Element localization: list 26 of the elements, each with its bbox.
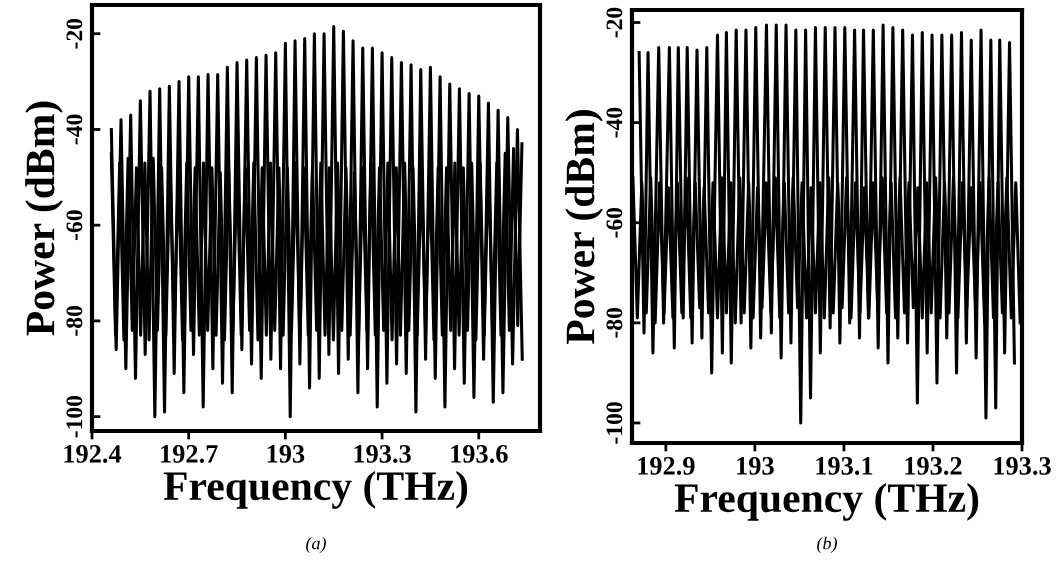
- text: (b): [817, 536, 837, 553]
- y-tick-label: -60: [66, 210, 83, 241]
- y-tick-label: -100: [66, 395, 83, 438]
- x-tick-label: 193: [737, 457, 774, 475]
- x-tick-label: 192.7: [161, 445, 218, 463]
- y-tick-label: -100: [606, 402, 623, 444]
- y-tick-label: -40: [66, 114, 83, 145]
- x-tick-label: 193.1: [816, 457, 873, 475]
- y-axis-title: Power (dBm): [25, 101, 63, 336]
- x-tick-label: 193.2: [905, 457, 962, 475]
- y-tick-label: -60: [606, 207, 623, 238]
- x-axis-title: Frequency (THz): [674, 482, 979, 521]
- y-tick-label: -20: [606, 7, 623, 38]
- x-tick-label: 192.9: [638, 457, 695, 475]
- x-tick-label: 193.3: [354, 445, 411, 463]
- x-axis-title: Frequency (THz): [163, 470, 468, 509]
- text: (a): [306, 536, 326, 553]
- x-tick-label: 193: [267, 445, 305, 463]
- x-tick-label: 193.6: [451, 445, 508, 463]
- y-tick-label: -80: [606, 308, 623, 338]
- y-tick-label: -40: [606, 107, 623, 138]
- x-tick-label: 193.3: [994, 457, 1051, 475]
- y-axis-title: Power (dBm): [565, 110, 603, 345]
- y-tick-label: -20: [66, 18, 83, 49]
- x-tick-label: 192.4: [64, 445, 122, 463]
- y-tick-label: -80: [66, 306, 83, 336]
